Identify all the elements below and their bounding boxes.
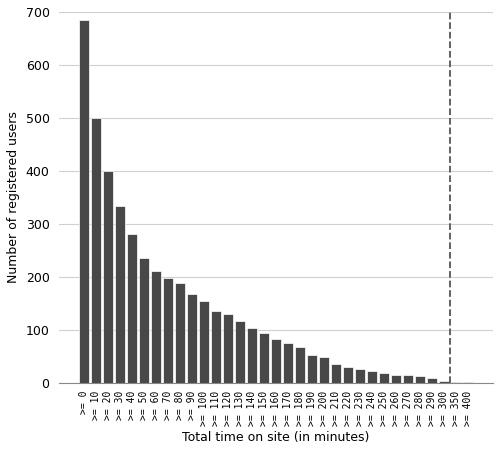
Bar [403,375,413,382]
Bar [427,378,438,382]
Bar [187,294,197,382]
Bar [211,311,221,382]
Bar [115,206,125,382]
Bar [295,347,306,382]
Bar [139,258,149,382]
Bar [271,339,281,382]
Bar [103,171,113,382]
Bar [343,367,353,382]
Bar [379,373,390,382]
Bar [355,369,366,382]
Bar [307,354,318,382]
Bar [175,283,185,382]
Bar [331,364,342,382]
Bar [439,381,450,382]
Bar [235,321,245,382]
X-axis label: Total time on site (in minutes): Total time on site (in minutes) [182,431,370,444]
Bar [319,357,330,382]
Bar [79,20,89,382]
Bar [415,376,426,382]
Bar [391,375,402,382]
Bar [367,371,378,382]
Bar [223,314,233,382]
Bar [91,118,101,382]
Bar [151,272,161,382]
Bar [259,333,269,382]
Bar [283,343,293,382]
Y-axis label: Number of registered users: Number of registered users [7,111,20,283]
Bar [247,328,257,382]
Bar [127,235,137,382]
Bar [163,278,173,382]
Bar [199,300,209,382]
